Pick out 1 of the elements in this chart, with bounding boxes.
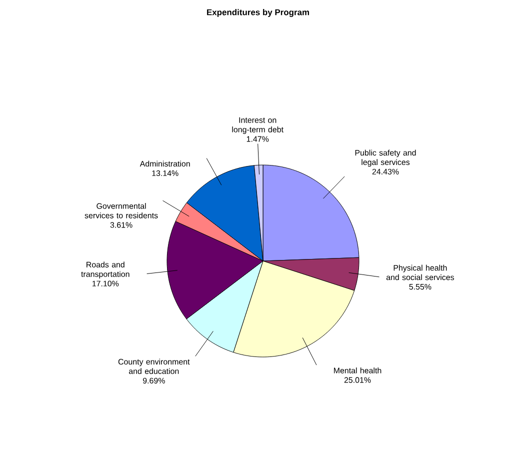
chart-title: Expenditures by Program: [207, 9, 309, 17]
